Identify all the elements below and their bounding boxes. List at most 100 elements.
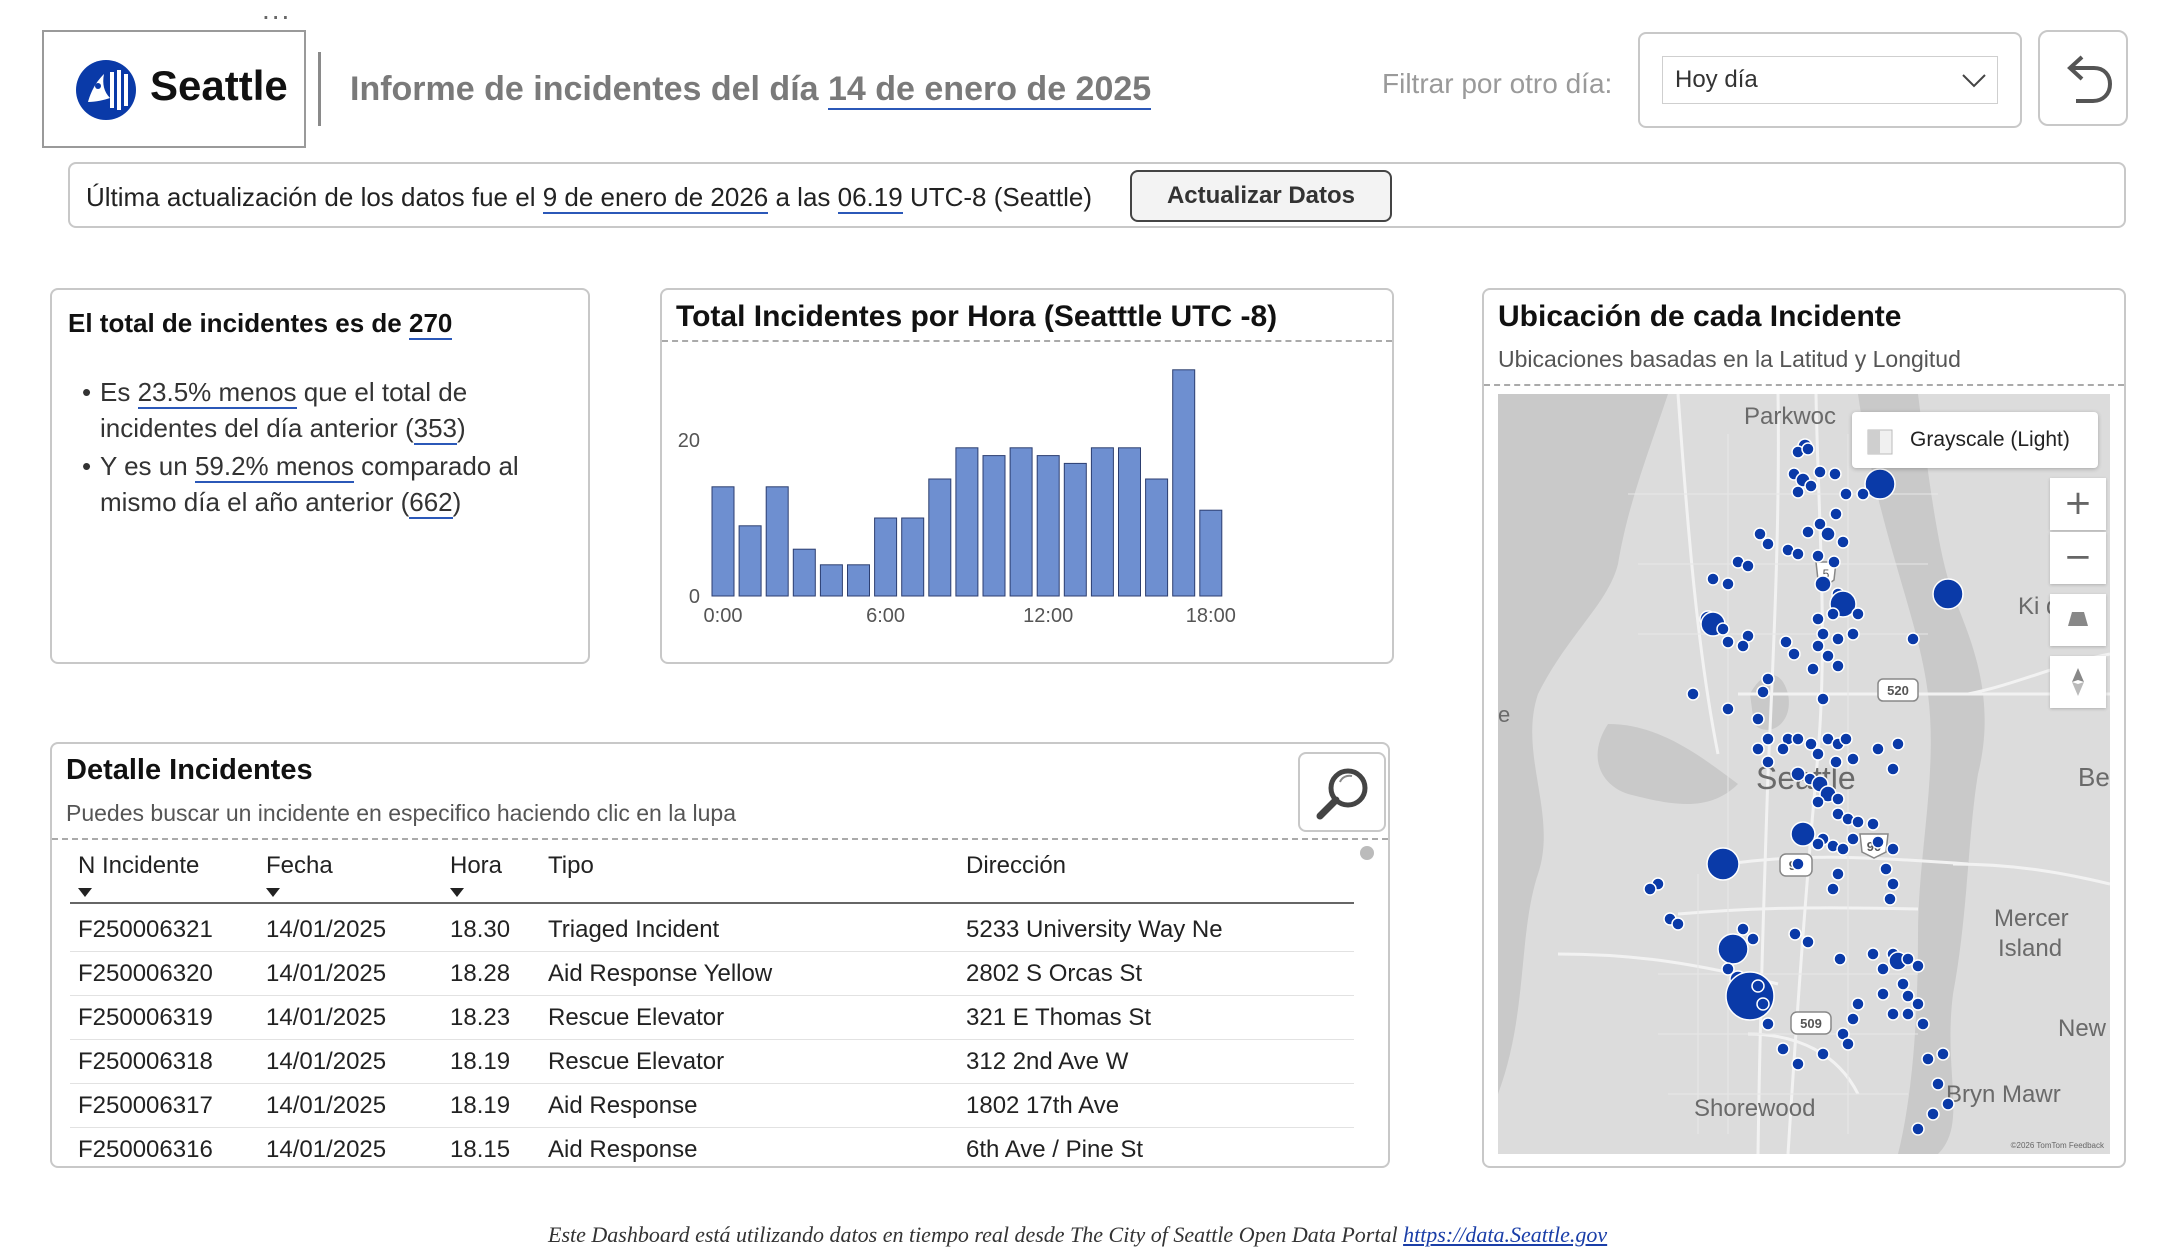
incident-marker[interactable] [1806, 662, 1820, 676]
incident-marker[interactable] [1821, 649, 1835, 663]
table-scrollbar[interactable] [1360, 846, 1374, 860]
incident-marker[interactable] [1756, 997, 1770, 1011]
table-row[interactable]: F250006320 14/01/2025 18.28 Aid Response… [70, 952, 1354, 996]
zoom-out-button[interactable]: − [2050, 532, 2106, 584]
incident-marker[interactable] [1787, 647, 1801, 661]
incident-marker[interactable] [1931, 1077, 1945, 1091]
sort-arrow-icon[interactable] [450, 888, 464, 897]
incident-marker[interactable] [1741, 559, 1755, 573]
incident-marker[interactable] [1813, 465, 1827, 479]
incident-marker[interactable] [1841, 1037, 1855, 1051]
incident-marker[interactable] [1736, 922, 1750, 936]
incident-marker[interactable] [1813, 517, 1827, 531]
incident-marker[interactable] [1801, 442, 1815, 456]
bar-9:00[interactable] [955, 447, 979, 597]
incident-marker[interactable] [1761, 672, 1775, 686]
col-header-type[interactable]: Tipo [548, 852, 594, 879]
incident-marker[interactable] [1932, 578, 1964, 610]
bar-17:00[interactable] [1172, 369, 1196, 597]
incident-marker[interactable] [1879, 862, 1893, 876]
incident-marker[interactable] [1886, 762, 1900, 776]
incident-marker[interactable] [1871, 835, 1885, 849]
col-header-address[interactable]: Dirección [966, 852, 1067, 879]
incident-marker[interactable] [1746, 932, 1760, 946]
incident-marker[interactable] [1926, 1107, 1940, 1121]
bar-2:00[interactable] [765, 486, 789, 597]
incident-marker[interactable] [1816, 692, 1830, 706]
map-canvas[interactable]: 5 520 90 99 509 Parkwoc Seattle [1498, 394, 2110, 1154]
incident-marker[interactable] [1836, 842, 1850, 856]
incident-marker[interactable] [1866, 817, 1880, 831]
incident-marker[interactable] [1671, 917, 1685, 931]
incident-marker[interactable] [1864, 468, 1896, 500]
incident-marker[interactable] [1846, 832, 1860, 846]
incident-marker[interactable] [1753, 527, 1767, 541]
incident-marker[interactable] [1776, 1042, 1790, 1056]
incident-marker[interactable] [1839, 487, 1853, 501]
incident-marker[interactable] [1761, 755, 1775, 769]
bar-10:00[interactable] [982, 455, 1006, 597]
bar-8:00[interactable] [928, 478, 952, 597]
incident-marker[interactable] [1941, 1097, 1955, 1111]
incident-marker[interactable] [1828, 467, 1842, 481]
map-style-button[interactable]: Grayscale (Light) [1852, 412, 2098, 468]
table-row[interactable]: F250006318 14/01/2025 18.19 Rescue Eleva… [70, 1040, 1354, 1084]
incident-marker[interactable] [1866, 947, 1880, 961]
incident-marker[interactable] [1883, 892, 1897, 906]
incident-marker[interactable] [1791, 732, 1805, 746]
table-row[interactable]: F250006316 14/01/2025 18.15 Aid Response… [70, 1128, 1354, 1166]
incident-marker[interactable] [1811, 837, 1825, 851]
bar-4:00[interactable] [819, 564, 843, 597]
incident-marker[interactable] [1717, 933, 1749, 965]
bar-16:00[interactable] [1145, 478, 1169, 597]
incident-marker[interactable] [1761, 732, 1775, 746]
table-row[interactable]: F250006321 14/01/2025 18.30 Triaged Inci… [70, 908, 1354, 952]
bar-14:00[interactable] [1090, 447, 1114, 597]
incident-marker[interactable] [1829, 755, 1843, 769]
compass-button[interactable] [2050, 656, 2106, 708]
incident-marker[interactable] [1831, 792, 1845, 806]
sort-arrow-icon[interactable] [266, 888, 280, 897]
incident-marker[interactable] [1791, 485, 1805, 499]
incident-marker[interactable] [1751, 742, 1765, 756]
incident-marker[interactable] [1827, 555, 1841, 569]
incident-map[interactable]: 5 520 90 99 509 Parkwoc Seattle [1498, 394, 2110, 1154]
incident-marker[interactable] [1791, 547, 1805, 561]
incident-marker[interactable] [1643, 882, 1657, 896]
incident-marker[interactable] [1761, 1017, 1775, 1031]
incident-marker[interactable] [1706, 572, 1720, 586]
bar-11:00[interactable] [1009, 447, 1033, 597]
more-options-icon[interactable]: ... [262, 0, 292, 25]
incident-marker[interactable] [1776, 742, 1790, 756]
incident-marker[interactable] [1851, 607, 1865, 621]
incident-marker[interactable] [1721, 635, 1735, 649]
incident-marker[interactable] [1801, 935, 1815, 949]
incident-marker[interactable] [1886, 877, 1900, 891]
incident-marker[interactable] [1901, 1007, 1915, 1021]
incident-marker[interactable] [1876, 962, 1890, 976]
open-data-link[interactable]: https://data.Seattle.gov [1403, 1222, 1608, 1247]
table-row[interactable]: F250006317 14/01/2025 18.19 Aid Response… [70, 1084, 1354, 1128]
back-button[interactable] [2038, 30, 2128, 126]
incident-marker[interactable] [1788, 927, 1802, 941]
bar-18:00[interactable] [1199, 509, 1223, 597]
incident-marker[interactable] [1829, 507, 1843, 521]
incident-marker[interactable] [1886, 842, 1900, 856]
incident-marker[interactable] [1836, 535, 1850, 549]
col-header-time[interactable]: Hora [450, 852, 503, 879]
search-button[interactable] [1298, 752, 1386, 832]
incident-marker[interactable] [1804, 737, 1818, 751]
incident-marker[interactable] [1871, 742, 1885, 756]
incident-marker[interactable] [1851, 997, 1865, 1011]
incident-marker[interactable] [1751, 712, 1765, 726]
incident-marker[interactable] [1811, 639, 1825, 653]
incident-marker[interactable] [1921, 1052, 1935, 1066]
incident-marker[interactable] [1896, 977, 1910, 991]
bar-5:00[interactable] [847, 564, 870, 597]
incident-marker[interactable] [1886, 1007, 1900, 1021]
refresh-data-button[interactable]: Actualizar Datos [1130, 170, 1392, 222]
incident-marker[interactable] [1804, 479, 1818, 493]
bar-6:00[interactable] [874, 517, 898, 597]
incident-marker[interactable] [1721, 577, 1735, 591]
bar-15:00[interactable] [1118, 447, 1141, 597]
